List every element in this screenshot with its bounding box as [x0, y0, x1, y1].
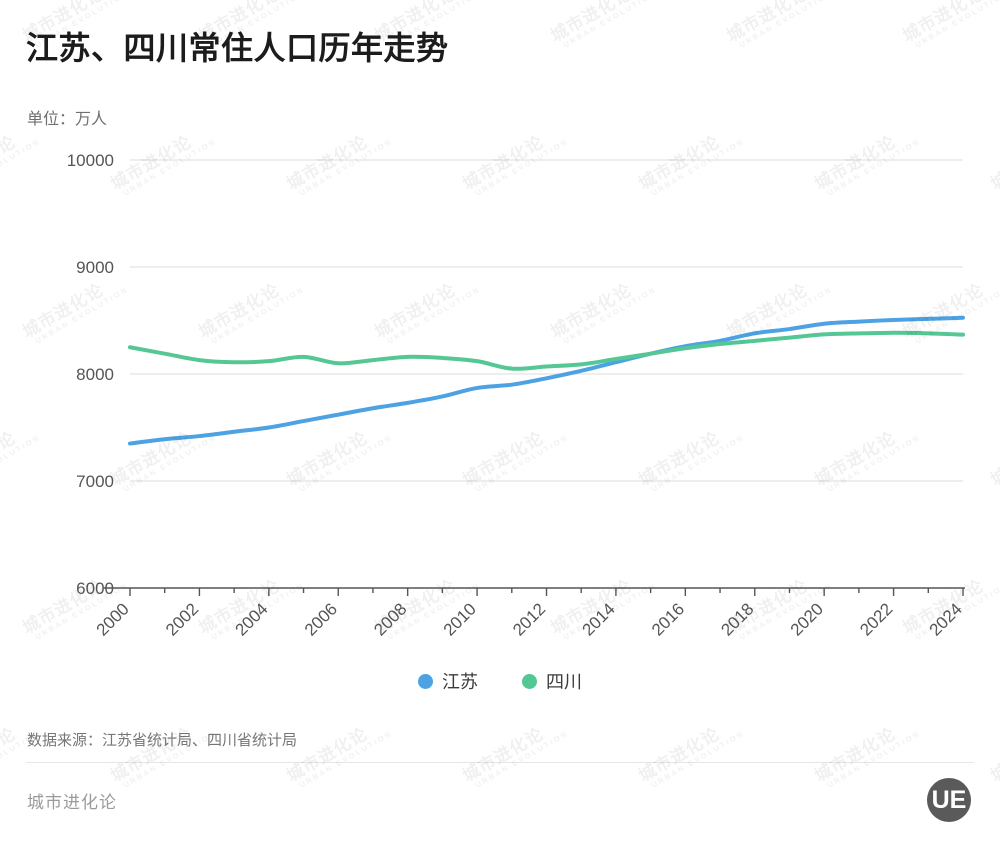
chart-legend: 江苏 四川: [0, 668, 1000, 694]
x-axis-tick-label: 2012: [509, 599, 549, 639]
urban-evolution-logo-icon: UE: [927, 778, 971, 822]
chart-y-axis-labels: 6000 7000 8000 9000 10000: [67, 151, 114, 598]
y-axis-tick-label: 7000: [76, 472, 114, 491]
x-axis-tick-label: 2006: [301, 599, 341, 639]
legend-label: 四川: [546, 672, 582, 692]
x-axis-tick-label: 2024: [926, 599, 966, 639]
chart-x-axis: [104, 587, 965, 596]
data-source-note: 数据来源：江苏省统计局、四川省统计局: [27, 732, 298, 749]
logo-text: UE: [932, 786, 967, 814]
chart-x-axis-labels: 2000 2002 2004 2006 2008 2010 2012 2014 2016 2018…: [93, 599, 966, 639]
chart-unit-label: 单位：万人: [27, 111, 108, 128]
x-axis-tick-label: 2010: [440, 599, 480, 639]
legend-label: 江苏: [442, 672, 478, 692]
legend-swatch-icon: [522, 673, 537, 689]
y-axis-tick-label: 6000: [76, 579, 114, 598]
x-axis-tick-label: 2022: [856, 599, 896, 639]
chart-series-lines: [128, 315, 965, 446]
x-axis-tick-label: 2000: [93, 599, 133, 639]
y-axis-tick-label: 10000: [67, 151, 114, 170]
legend-swatch-icon: [418, 673, 433, 689]
footer-divider: [26, 762, 974, 763]
y-axis-tick-label: 8000: [76, 365, 114, 384]
x-axis-tick-label: 2014: [579, 599, 619, 639]
brand-name: 城市进化论: [27, 793, 117, 812]
y-axis-tick-label: 9000: [76, 258, 114, 277]
legend-item-江苏[interactable]: 江苏: [418, 668, 478, 694]
x-axis-tick-label: 2004: [231, 599, 271, 639]
series-line-四川: [128, 330, 965, 371]
x-axis-tick-label: 2016: [648, 599, 688, 639]
x-axis-tick-label: 2008: [370, 599, 410, 639]
series-line-江苏: [128, 315, 965, 446]
x-axis-tick-label: 2002: [162, 599, 202, 639]
page-title: 江苏、四川常住人口历年走势: [26, 30, 449, 66]
x-axis-tick-label: 2020: [787, 599, 827, 639]
legend-item-四川[interactable]: 四川: [522, 668, 582, 694]
x-axis-tick-label: 2018: [717, 599, 757, 639]
chart-gridlines: [130, 159, 963, 482]
